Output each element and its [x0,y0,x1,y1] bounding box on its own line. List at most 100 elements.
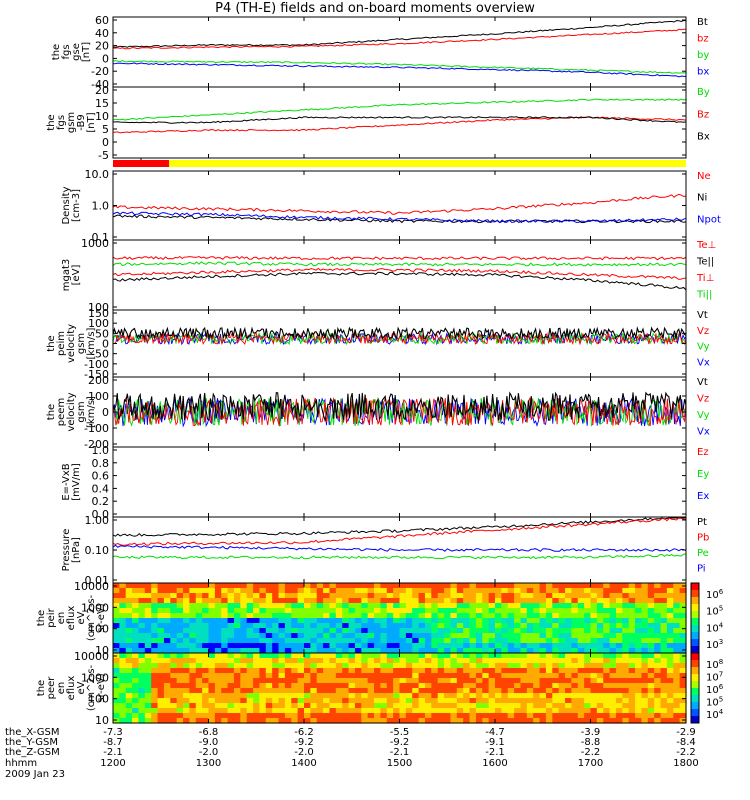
spectrogram-cell [233,693,241,699]
spectrogram-cell [437,588,445,594]
spectrogram-cell [482,678,490,684]
spectrogram-cell [469,633,477,639]
spectrogram-cell [119,598,127,604]
spectrogram-cell [265,703,273,709]
spectrogram-cell [374,633,381,639]
spectrogram-cell [374,668,381,674]
y-tick-label: 0.10 [85,544,110,557]
spectrogram-cell [666,598,674,604]
spectrogram-cell [189,683,197,689]
spectrogram-cell [163,618,171,624]
spectrogram-cell [399,593,407,599]
colorbar-frame [690,652,700,724]
spectrogram-cell [113,663,120,669]
spectrogram-cell [660,583,668,589]
spectrogram-cell [348,618,356,624]
y-tick-label: 1.0 [92,200,110,213]
spectrogram-cell [475,673,483,679]
spectrogram-cell [272,693,280,699]
spectrogram-cell [144,628,152,634]
spectrogram-cell [603,693,611,699]
spectrogram-cell [291,678,299,684]
spectrogram-cell [654,653,662,659]
spectrogram-cell [170,628,178,634]
colorbar-segment [691,607,699,612]
spectrogram-cell [660,688,668,694]
spectrogram-cell [393,663,401,669]
spectrogram-cell [240,693,248,699]
spectrogram-cell [622,598,630,604]
spectrogram-cell [418,668,426,674]
spectrogram-cell [113,693,120,699]
spectrogram-cell [189,603,197,609]
spectrogram-cell [584,588,592,594]
spectrogram-cell [329,583,337,589]
colorbar-segment [691,695,699,699]
spectrogram-cell [424,713,432,719]
spectrogram-cell [520,588,528,594]
y-axis-label: eflux [66,606,77,631]
spectrogram-cell [641,593,649,599]
spectrogram-cell [113,598,120,604]
spectrogram-cell [272,683,280,689]
spectrogram-cell [475,663,483,669]
spectrogram-cell [157,643,165,649]
spectrogram-cell [520,618,528,624]
spectrogram-cell [475,658,483,664]
spectrogram-cell [571,603,579,609]
spectrogram-cell [501,663,509,669]
spectrogram-cell [170,618,178,624]
spectrogram-cell [424,718,432,724]
spectrogram-cell [628,683,636,689]
spectrogram-cell [666,583,674,589]
spectrogram-cell [342,668,350,674]
spectrogram-cell [265,708,273,714]
spectrogram-cell [208,713,216,719]
spectrogram-cell [437,643,445,649]
spectrogram-cell [214,693,222,699]
spectrogram-cell [628,693,636,699]
spectrogram-cell [214,703,222,709]
spectrogram-cell [304,698,311,704]
spectrogram-cell [558,713,566,719]
spectrogram-cell [170,608,178,614]
spectrogram-cell [495,658,502,664]
spectrogram-cell [647,698,655,704]
spectrogram-cell [183,613,190,619]
spectrogram-cell [304,603,311,609]
spectrogram-cell [654,593,662,599]
spectrogram-cell [233,668,241,674]
spectrogram-cell [386,623,394,629]
spectrogram-cell [666,693,674,699]
spectrogram-cell [577,603,585,609]
spectrogram-cell [393,638,401,644]
spectrogram-cell [666,633,674,639]
spectrogram-cell [609,678,617,684]
spectrogram-cell [374,608,381,614]
spectrogram-cell [393,618,401,624]
spectrogram-cell [310,693,318,699]
spectrogram-cell [647,598,655,604]
spectrogram-cell [183,588,190,594]
spectrogram-cell [590,618,598,624]
spectrogram-cell [361,648,369,654]
spectrogram-cell [469,678,477,684]
spectrogram-cell [227,593,235,599]
spectrogram-cell [151,608,159,614]
spectrogram-cell [444,678,452,684]
spectrogram-cell [278,673,286,679]
spectrogram-cell [412,708,420,714]
spectrogram-cell [488,693,496,699]
spectrogram-cell [329,633,337,639]
spectrogram-cell [361,583,369,589]
y-tick-label: 1000 [81,671,109,684]
spectrogram-cell [565,598,572,604]
spectrogram-cell [635,713,643,719]
spectrogram-cell [240,673,248,679]
spectrogram-cell [233,618,241,624]
spectrogram-cell [221,603,229,609]
spectrogram-cell [354,608,362,614]
spectrogram-cell [526,608,534,614]
spectrogram-cell [380,703,388,709]
spectrogram-cell [240,698,248,704]
